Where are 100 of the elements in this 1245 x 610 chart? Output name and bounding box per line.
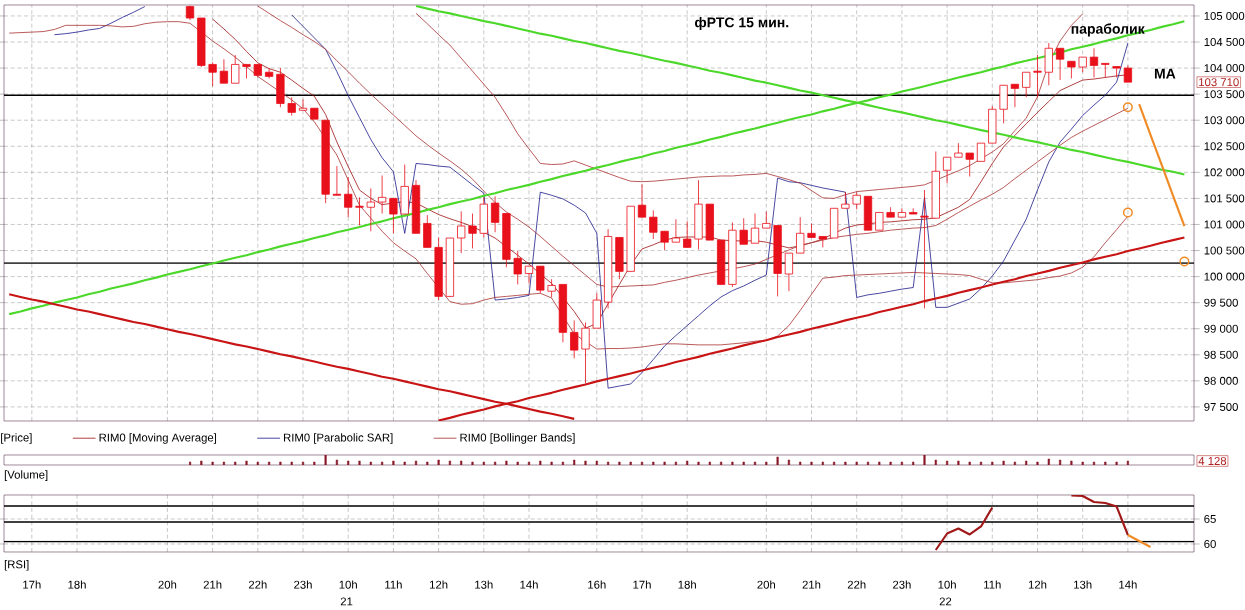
text: [RSI]	[4, 560, 29, 571]
candlestick	[762, 211, 771, 229]
candlestick	[547, 278, 556, 298]
candlestick	[1010, 83, 1020, 108]
y-tick-label: 97 500	[1204, 402, 1238, 411]
candlestick	[287, 96, 296, 116]
x-tick-label: 12h	[1028, 580, 1047, 589]
legend-title: [Price]	[1, 433, 32, 444]
candlestick	[784, 252, 794, 292]
y-tick-label: 100 000	[1204, 272, 1245, 281]
x-tick-label: 22h	[847, 580, 866, 589]
y-tick-label: 103 000	[1204, 116, 1245, 125]
x-tick-label: 14h	[1119, 580, 1137, 589]
candlestick	[1033, 54, 1042, 98]
x-tick-label: 20h	[757, 580, 776, 589]
y-tick-label: 60	[1204, 539, 1216, 548]
candlestick	[377, 175, 387, 214]
y-tick-label: 104 500	[1204, 38, 1245, 47]
candlestick	[524, 265, 534, 284]
x-tick-label: 16h	[588, 580, 606, 589]
candlestick	[355, 196, 364, 226]
candlestick	[897, 207, 907, 218]
y-tick-label: 105 000	[1204, 11, 1245, 20]
candlestick	[581, 322, 590, 384]
x-tick-label: 18h	[678, 580, 696, 589]
candlestick	[468, 213, 477, 249]
text: фРТС 15 мин.	[695, 17, 789, 31]
candlestick	[423, 214, 432, 248]
x-tick-label: 21h	[802, 580, 821, 589]
x-tick-label: 22h	[248, 580, 267, 589]
x-tick-label: 13h	[475, 580, 493, 589]
y-tick-label: 101 000	[1204, 220, 1245, 229]
y-tick-label: 101 500	[1204, 194, 1245, 203]
y-tick-label: 104 000	[1204, 64, 1245, 73]
candlestick	[739, 217, 748, 245]
candlestick	[332, 165, 342, 196]
candlestick	[796, 216, 805, 254]
candlestick	[570, 319, 579, 359]
y-tick-label: 98 500	[1204, 350, 1238, 359]
candlestick	[1101, 62, 1110, 78]
candlestick	[683, 220, 692, 248]
x-tick-label: 13h	[1074, 580, 1092, 589]
x-tick-label: 14h	[520, 580, 538, 589]
x-tick-label: 18h	[68, 580, 86, 589]
candlestick	[976, 142, 986, 162]
annotation: параболик	[1071, 23, 1145, 37]
point	[1179, 256, 1190, 267]
candlestick	[1089, 47, 1099, 78]
x-tick-label: 17h	[633, 580, 651, 589]
legend-label: RIM0 [Parabolic SAR]	[283, 433, 393, 444]
candlestick	[219, 58, 229, 84]
candlestick	[965, 152, 974, 177]
candlestick	[920, 189, 929, 309]
candlestick	[366, 188, 375, 232]
candlestick	[671, 218, 681, 243]
candlestick	[298, 98, 308, 111]
text: 103 710	[1199, 78, 1239, 87]
text: 21	[340, 597, 353, 606]
y-tick-label: 99 500	[1204, 298, 1238, 307]
candlestick	[1055, 47, 1065, 81]
candlestick	[536, 265, 545, 294]
x-tick-label: 23h	[294, 580, 312, 589]
y-tick-label: 103 500	[1204, 90, 1245, 99]
candlestick	[1044, 42, 1053, 86]
candlestick	[208, 61, 217, 87]
candlestick	[649, 209, 658, 240]
y-tick-label: 99 000	[1204, 324, 1238, 333]
candlestick	[264, 67, 274, 79]
candlestick	[637, 183, 647, 218]
y-tick-label: 98 000	[1204, 376, 1238, 385]
text: 22	[939, 597, 952, 606]
point	[1122, 102, 1133, 113]
candlestick	[942, 156, 952, 184]
candlestick	[344, 176, 353, 218]
annotation: MA	[1154, 68, 1176, 79]
candlestick	[457, 211, 466, 254]
text: [Volume]	[4, 470, 48, 481]
legend-label: RIM0 [Moving Average]	[99, 433, 217, 444]
candlestick	[242, 64, 251, 79]
candlestick	[999, 84, 1008, 124]
x-tick-label: 23h	[893, 580, 911, 589]
candlestick	[750, 213, 760, 244]
candlestick	[807, 223, 816, 238]
x-tick-label: 10h	[938, 580, 956, 589]
candlestick	[513, 250, 522, 285]
candlestick	[231, 54, 240, 84]
y-tick-label: 65	[1204, 514, 1216, 523]
y-tick-label: 102 000	[1204, 168, 1245, 177]
x-tick-label: 17h	[23, 580, 41, 589]
legend-label: RIM0 [Bollinger Bands]	[460, 433, 575, 444]
x-tick-label: 11h	[984, 580, 1001, 589]
text: 4 128	[1198, 456, 1227, 465]
point	[1122, 207, 1133, 218]
y-tick-label: 100 500	[1204, 246, 1245, 255]
y-tick-label: 102 500	[1204, 142, 1245, 151]
candlestick	[1022, 71, 1031, 98]
x-tick-label: 10h	[339, 580, 357, 589]
x-tick-label: 11h	[385, 580, 402, 589]
x-tick-label: 20h	[158, 580, 177, 589]
x-tick-label: 21h	[203, 580, 222, 589]
